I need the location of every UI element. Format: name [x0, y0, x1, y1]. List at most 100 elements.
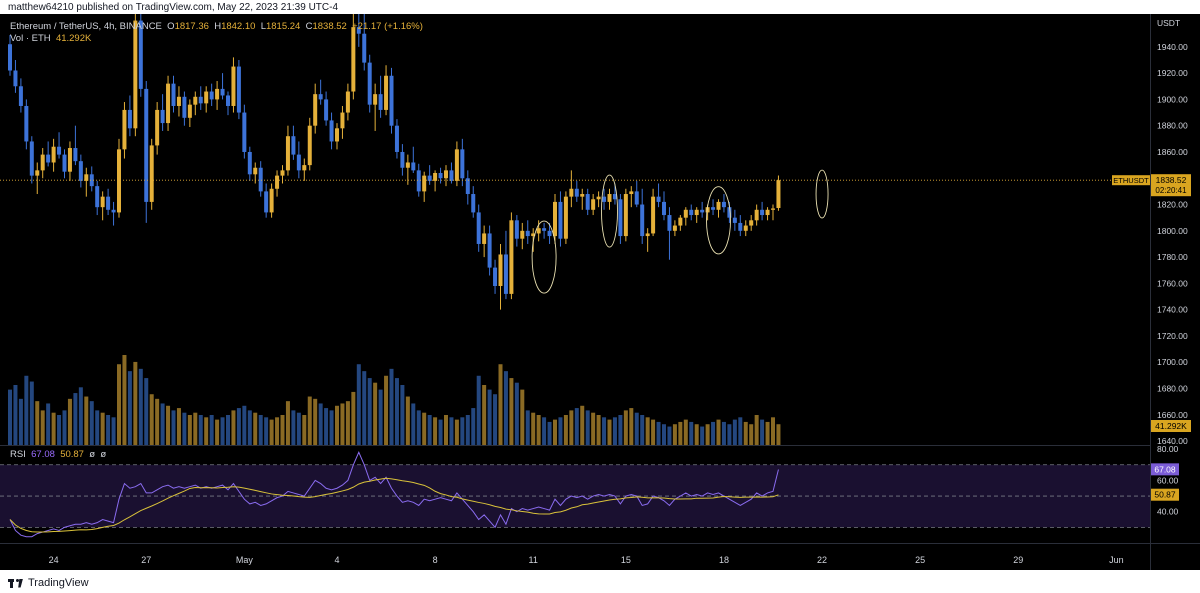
volume-bar [700, 426, 705, 445]
volume-bar [460, 417, 465, 445]
volume-bar [416, 410, 421, 445]
volume-bar [776, 424, 781, 445]
price-tick-label: 1940.00 [1157, 42, 1188, 52]
volume-bar [318, 403, 323, 445]
candle-body [645, 233, 650, 237]
time-tick-label: 15 [621, 555, 631, 565]
candle-body [367, 62, 372, 105]
rsi-value: 67.08 [31, 449, 55, 460]
volume-bar [253, 412, 258, 445]
volume-bar [384, 375, 389, 445]
time-tick-label: 25 [915, 555, 925, 565]
price-tick-label: 1880.00 [1157, 121, 1188, 131]
volume-bar [509, 378, 514, 445]
volume-bar [705, 424, 710, 445]
volume-bar [187, 415, 192, 445]
volume-bar [465, 415, 470, 445]
candle-body [400, 151, 405, 168]
candle-body [84, 174, 89, 181]
countdown-text: 02:20:41 [1155, 186, 1187, 195]
high-value: 1842.10 [221, 21, 256, 32]
volume-bar [307, 396, 312, 445]
volume-bar [547, 421, 552, 445]
volume-bar [482, 385, 487, 445]
volume-bar [356, 364, 361, 445]
price-tick-label: 1800.00 [1157, 226, 1188, 236]
candle-body [40, 154, 45, 171]
volume-bar [296, 412, 301, 445]
annotation-ellipse [706, 186, 731, 255]
candle-body [394, 125, 399, 152]
candle-body [558, 201, 563, 239]
candle-body [269, 188, 274, 213]
volume-bar [607, 419, 612, 445]
candle-body [187, 104, 192, 118]
volume-bar [236, 408, 241, 445]
time-tick-label: May [236, 555, 254, 565]
volume-bar [231, 410, 236, 445]
candle-body [612, 194, 617, 200]
price-chart[interactable]: USDT1940.001920.001900.001880.001860.001… [0, 14, 1200, 570]
volume-bar [563, 415, 568, 445]
volume-bar [127, 371, 132, 445]
volume-bar [166, 405, 171, 445]
volume-bar [612, 417, 617, 445]
candle-body [405, 162, 410, 168]
candle-body [24, 105, 29, 142]
price-tick-label: 1680.00 [1157, 383, 1188, 393]
candle-body [329, 120, 334, 142]
volume-bar [721, 421, 726, 445]
candle-body [144, 88, 149, 202]
candle-body [460, 149, 465, 179]
candle-body [602, 196, 607, 202]
candle-body [493, 267, 498, 287]
volume-bar [160, 403, 165, 445]
volume-bar [100, 412, 105, 445]
volume-bar [18, 398, 23, 445]
candle-body [585, 194, 590, 210]
volume-bar [525, 410, 530, 445]
chart-area[interactable]: USDT 1940.00 1920.00 1900.00 1880.00 1860.00 1… [0, 14, 1200, 570]
volume-bar [117, 364, 121, 445]
candle-body [351, 27, 356, 92]
rsi-ma-tag [1151, 488, 1179, 501]
volume-bar [596, 415, 601, 445]
candle-body [285, 136, 290, 171]
volume-tag [1151, 420, 1191, 432]
candle-body [247, 151, 252, 175]
candle-body [705, 207, 710, 213]
rsi-tick-label: 40.00 [1157, 507, 1179, 517]
volume-bar [667, 426, 672, 445]
volume-bar [591, 412, 596, 445]
volume-bar [569, 410, 574, 445]
open-label: O [167, 21, 175, 32]
volume-bar [242, 405, 247, 445]
volume-bar [689, 421, 694, 445]
volume-bar [111, 417, 116, 445]
candle-body [503, 254, 508, 294]
high-label: H [214, 21, 222, 32]
volume-bar [394, 378, 399, 445]
time-tick-label: 22 [817, 555, 827, 565]
volume-bar [629, 408, 634, 445]
footer: TradingView [8, 577, 89, 589]
candle-body [514, 220, 519, 239]
volume-bar [716, 419, 721, 445]
candle-body [127, 109, 132, 129]
candle-body [296, 154, 301, 171]
volume-bar [373, 382, 378, 445]
volume-bar [122, 355, 127, 445]
volume-bar [209, 415, 214, 445]
volume-bar [335, 405, 339, 445]
volume-bar [67, 398, 72, 445]
published-by-text: matthew64210 published on TradingView.co… [8, 2, 339, 13]
rsi-extra-2: ø [100, 449, 107, 460]
candle-body [166, 83, 171, 124]
candle-body [765, 209, 770, 216]
volume-bar [8, 389, 12, 445]
candle-body [226, 95, 230, 106]
volume-bar [678, 421, 683, 445]
candle-body [345, 91, 350, 113]
candle-body [596, 196, 601, 200]
volume-bar [193, 412, 198, 445]
